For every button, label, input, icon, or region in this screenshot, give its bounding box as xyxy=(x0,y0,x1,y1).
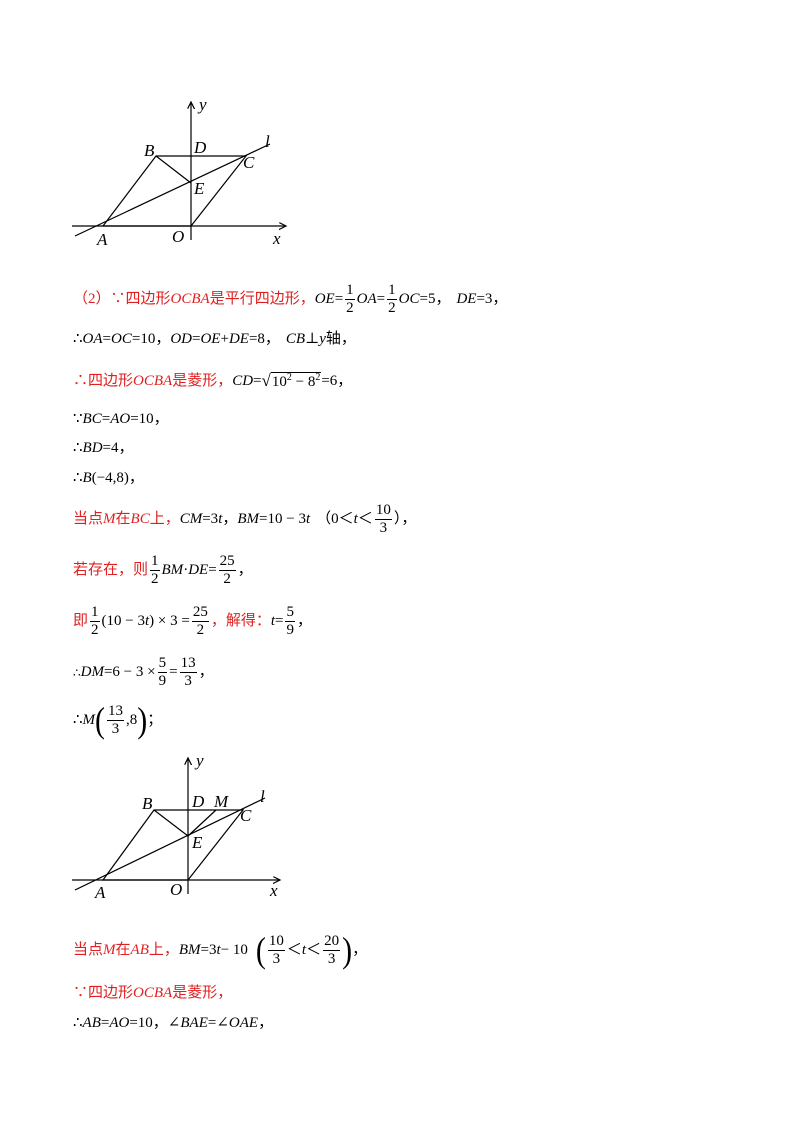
label-y: y xyxy=(197,95,207,114)
line-l xyxy=(74,797,266,891)
label-o: O xyxy=(170,880,182,899)
label-d: D xyxy=(191,792,205,811)
label-c: C xyxy=(240,806,252,825)
label-a: A xyxy=(94,883,106,902)
line-6: ∴ B (−4,8)， xyxy=(73,470,144,486)
line-11: ∴ M ( 13 3 ,8 ) ； xyxy=(73,700,163,740)
line-14: ∴ AB = AO =10，∠ BAE =∠ OAE， xyxy=(73,1015,274,1031)
label-o: O xyxy=(172,227,184,246)
line-12: 当点 M 在 AB 上， BM =3 t − 10 ( 10 3 ＜ t ＜ 20 3 ) ， xyxy=(73,930,368,970)
label-c: C xyxy=(243,153,255,172)
label-x: x xyxy=(269,881,278,900)
label-d: D xyxy=(193,138,207,157)
segment-be xyxy=(153,809,189,837)
segment-be xyxy=(155,155,192,184)
rhombus-ocba xyxy=(101,809,245,881)
label-b: B xyxy=(142,794,153,813)
line-13: ∵四边形 OCBA 是菱形， xyxy=(73,985,233,1001)
line-5: ∴ BD =4， xyxy=(73,440,134,456)
line-4: ∵ BC = AO =10， xyxy=(73,411,169,427)
figure-1: y B D l C E A O x xyxy=(72,95,300,249)
label-a: A xyxy=(96,230,108,249)
rhombus-ocba xyxy=(101,155,248,227)
label-l: l xyxy=(260,787,265,806)
line-3: ∴四边形 OCBA 是菱形， CD = √ 102 − 82 =6， xyxy=(73,371,353,390)
label-y: y xyxy=(194,751,204,770)
label-x: x xyxy=(272,229,281,248)
line-2: ∴ OA = OC =10， OD = OE + DE =8， CB ⊥ y 轴， xyxy=(73,331,356,347)
line-l xyxy=(74,143,271,237)
segment-em xyxy=(187,809,217,837)
label-m: M xyxy=(213,792,229,811)
label-l: l xyxy=(265,132,270,151)
label-e: E xyxy=(193,179,205,198)
figure-2: y B D M l C E A O x xyxy=(72,751,300,902)
label-e: E xyxy=(191,833,203,852)
label-b: B xyxy=(144,141,155,160)
